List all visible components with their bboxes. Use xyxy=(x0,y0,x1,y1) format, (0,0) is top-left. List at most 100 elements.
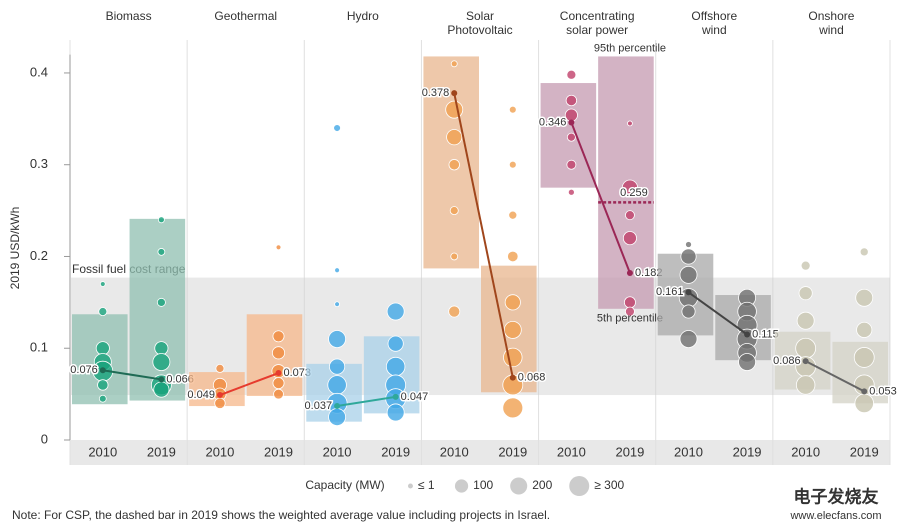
project-bubble xyxy=(157,248,166,256)
x-tick-label: 2019 xyxy=(147,444,176,459)
average-dot xyxy=(99,367,106,374)
average-dot xyxy=(158,376,165,383)
percentile-box xyxy=(129,218,186,401)
project-bubble xyxy=(680,248,697,265)
project-bubble xyxy=(334,267,340,274)
project-bubble xyxy=(386,403,405,422)
project-bubble xyxy=(507,250,519,263)
project-bubble xyxy=(566,69,577,80)
project-bubble xyxy=(623,296,636,309)
average-trend xyxy=(570,122,631,274)
project-bubble xyxy=(387,335,404,352)
group-title-line: solar power xyxy=(566,23,628,37)
value-label: 0.259 xyxy=(620,187,648,199)
group-title-line: Onshore xyxy=(808,9,854,23)
project-bubble xyxy=(448,305,461,318)
project-bubble xyxy=(273,388,284,400)
project-bubble xyxy=(450,60,458,68)
group-title: Biomass xyxy=(106,9,152,23)
group-title-line: Biomass xyxy=(106,9,152,23)
average-trend xyxy=(805,360,865,393)
group-title-line: Photovoltaic xyxy=(447,23,512,37)
project-bubble xyxy=(566,132,576,142)
y-tick-label: 0 xyxy=(41,431,48,446)
average-trend xyxy=(102,369,162,381)
project-bubble xyxy=(95,341,110,356)
average-dot xyxy=(685,289,692,296)
x-axis-band xyxy=(70,440,890,465)
group-title-line: wind xyxy=(701,23,727,37)
legend-bubble xyxy=(569,476,590,496)
legend-bubble xyxy=(510,477,528,495)
project-bubble xyxy=(798,286,813,301)
legend-label: ≥ 300 xyxy=(594,478,624,492)
project-bubble xyxy=(566,159,577,170)
project-bubble xyxy=(508,105,517,114)
project-bubble xyxy=(275,244,282,251)
legend-label: 100 xyxy=(473,478,493,492)
value-label: 0.053 xyxy=(869,385,897,397)
project-bubble xyxy=(215,363,225,373)
y-tick-label: 0.4 xyxy=(30,64,48,79)
project-bubble xyxy=(738,353,757,371)
group-title: Geothermal xyxy=(214,9,277,23)
legend-bubble xyxy=(408,483,413,489)
x-tick-label: 2010 xyxy=(88,444,117,459)
watermark: 电子发烧友 xyxy=(794,486,879,506)
project-bubble xyxy=(564,108,578,122)
x-tick-label: 2010 xyxy=(557,444,586,459)
x-tick-label: 2010 xyxy=(674,444,703,459)
group-title-line: Solar xyxy=(466,9,494,23)
x-tick-label: 2010 xyxy=(791,444,820,459)
project-bubble xyxy=(448,159,460,171)
project-bubble xyxy=(681,304,696,319)
average-dot xyxy=(568,119,575,126)
project-bubble xyxy=(272,330,285,343)
project-bubble xyxy=(855,288,874,307)
project-bubble xyxy=(795,375,816,395)
x-tick-label: 2010 xyxy=(205,444,234,459)
project-bubble xyxy=(334,301,340,308)
project-bubble xyxy=(565,94,578,107)
group-title-line: Geothermal xyxy=(214,9,277,23)
project-bubble xyxy=(567,188,575,196)
value-label: 0.182 xyxy=(635,267,663,279)
project-bubble xyxy=(679,330,698,348)
average-dot xyxy=(744,331,751,338)
project-bubble xyxy=(327,375,347,395)
project-bubble xyxy=(271,346,286,360)
project-bubble xyxy=(508,210,518,220)
project-bubble xyxy=(853,347,875,368)
project-bubble xyxy=(156,297,166,307)
x-tick-label: 2019 xyxy=(264,444,293,459)
x-tick-label: 2019 xyxy=(498,444,527,459)
project-bubble xyxy=(503,320,522,339)
project-bubble xyxy=(385,356,406,377)
project-bubble xyxy=(99,281,106,287)
average-dot xyxy=(334,403,341,410)
group-title-line: wind xyxy=(818,23,844,37)
x-tick-label: 2010 xyxy=(440,444,469,459)
value-label: 0.073 xyxy=(284,367,312,379)
project-bubble xyxy=(621,179,638,196)
project-bubble xyxy=(625,306,635,317)
project-bubble xyxy=(154,341,169,356)
legend-bubble xyxy=(454,479,469,493)
value-label: 0.161 xyxy=(656,286,684,298)
project-bubble xyxy=(157,216,165,224)
average-dot xyxy=(216,392,223,399)
value-label: 0.037 xyxy=(305,400,333,412)
legend-label: 200 xyxy=(532,478,552,492)
value-label: 0.047 xyxy=(401,391,429,403)
average-dot xyxy=(802,358,809,365)
group-title: Solar Photovoltaic xyxy=(447,9,512,37)
group-title: Onshore wind xyxy=(808,9,854,37)
project-bubble xyxy=(214,397,226,409)
group-title: Hydro xyxy=(347,9,379,23)
project-bubble xyxy=(859,247,869,257)
y-tick-label: 0.1 xyxy=(30,340,48,355)
average-dot xyxy=(626,269,633,276)
project-bubble xyxy=(627,120,633,127)
project-bubble xyxy=(386,302,405,321)
